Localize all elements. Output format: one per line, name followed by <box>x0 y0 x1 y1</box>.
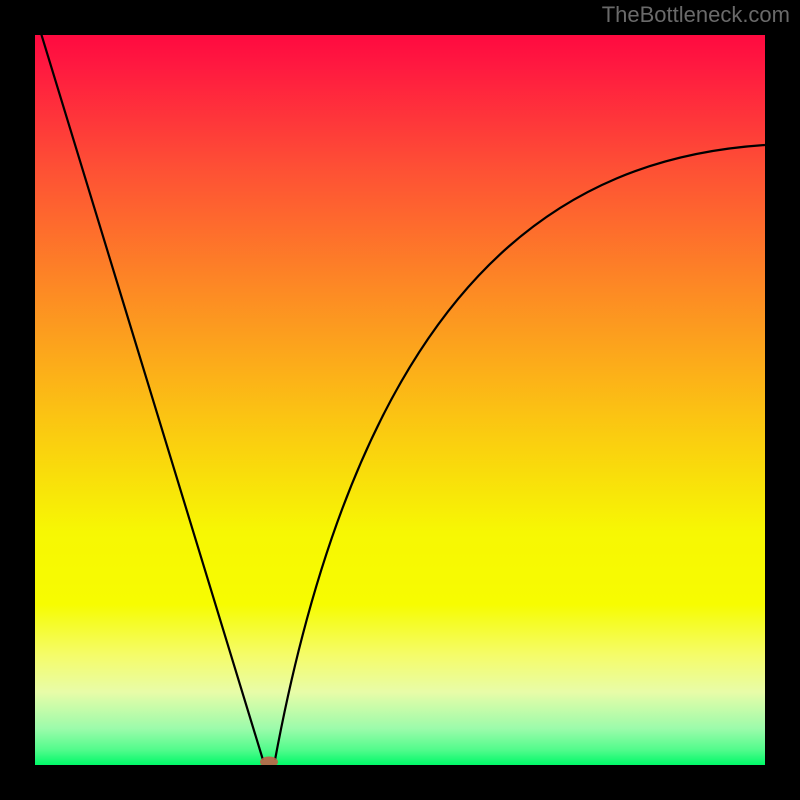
plot-gradient-background <box>35 35 765 765</box>
watermark-text: TheBottleneck.com <box>602 2 790 28</box>
chart-svg <box>0 0 800 800</box>
chart-container: { "watermark": { "text": "TheBottleneck.… <box>0 0 800 800</box>
